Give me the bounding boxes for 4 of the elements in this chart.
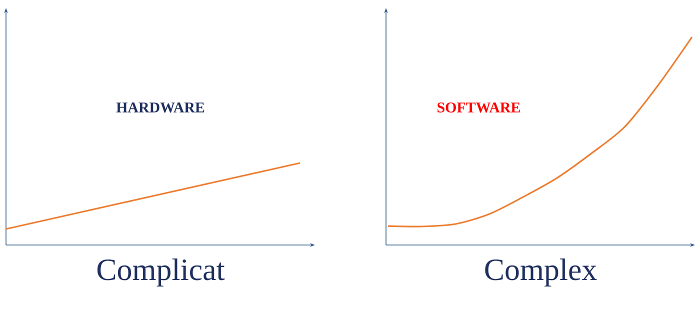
x-axis-title: Complicat bbox=[97, 258, 225, 287]
text: HARDWARE bbox=[116, 102, 204, 113]
annotation: SOFTWARE bbox=[438, 102, 520, 113]
x-axis-title: Complex bbox=[485, 258, 597, 287]
